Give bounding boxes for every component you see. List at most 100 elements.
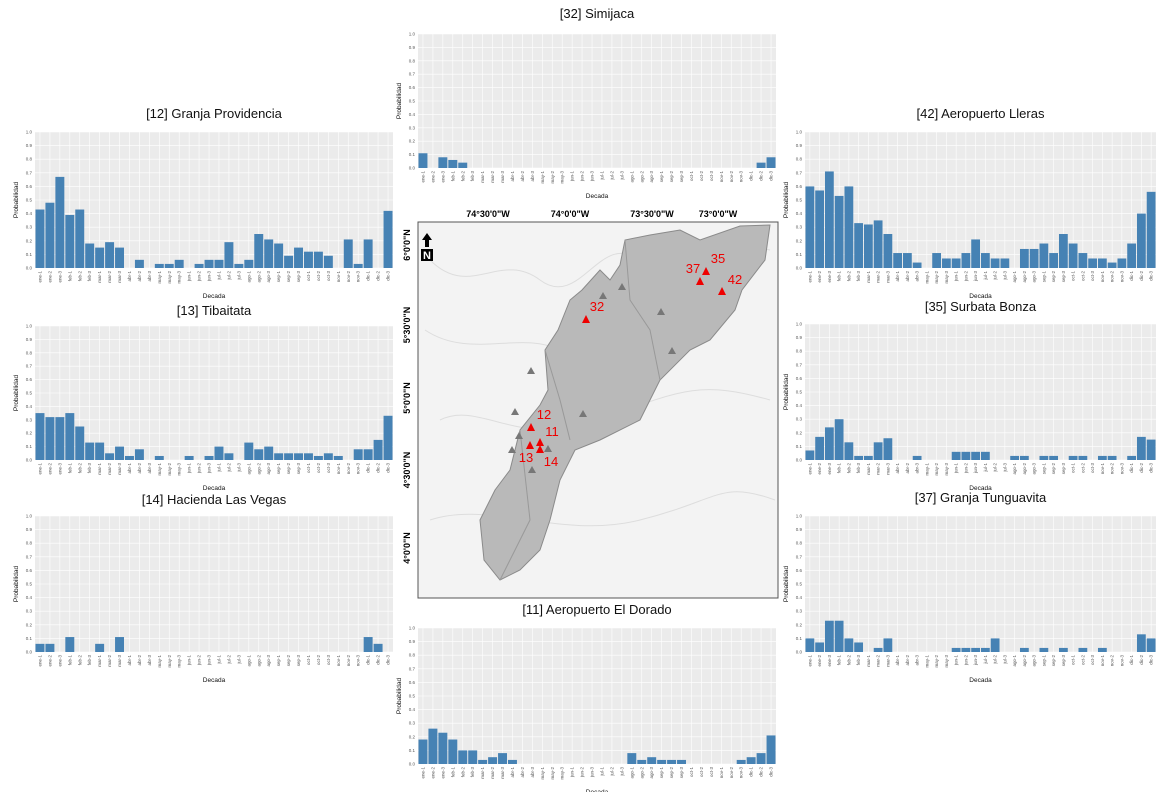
y-tick-label: 0.1 bbox=[796, 252, 803, 257]
y-tick-label: 0.3 bbox=[796, 609, 803, 614]
x-tick-label: sep-2 bbox=[1051, 271, 1056, 283]
y-tick-label: 0.8 bbox=[409, 58, 416, 63]
x-tick-label: ene-1 bbox=[420, 171, 425, 183]
x-tick-label: dic-3 bbox=[769, 171, 774, 181]
bar bbox=[105, 242, 114, 268]
y-tick-label: 0.7 bbox=[26, 170, 33, 175]
bar bbox=[1098, 258, 1107, 268]
y-tick-label: 0.3 bbox=[26, 609, 33, 614]
x-tick-label: jul-1 bbox=[983, 271, 988, 281]
bar bbox=[195, 264, 204, 268]
x-tick-label: jul-2 bbox=[993, 271, 998, 281]
x-tick-label: feb-2 bbox=[77, 655, 82, 666]
bar bbox=[991, 258, 1000, 268]
latitude-label: 5°0'0"N bbox=[402, 382, 412, 414]
bar bbox=[844, 638, 853, 652]
x-tick-label: mar-3 bbox=[500, 767, 505, 779]
bar bbox=[757, 163, 766, 168]
y-tick-label: 0.2 bbox=[796, 430, 803, 435]
x-tick-label: jun-1 bbox=[187, 463, 192, 475]
x-tick-label: jul-1 bbox=[983, 655, 988, 665]
y-tick-label: 0.4 bbox=[796, 211, 803, 216]
x-tick-label: abr-2 bbox=[137, 271, 142, 282]
bar bbox=[1069, 456, 1078, 460]
x-tick-label: dic-1 bbox=[1129, 463, 1134, 473]
y-axis-label: Probabilidad bbox=[783, 566, 790, 603]
bar bbox=[913, 456, 922, 460]
bar bbox=[135, 449, 144, 460]
x-axis-label: Decada bbox=[586, 193, 609, 200]
x-tick-label: jul-1 bbox=[599, 171, 604, 181]
bar bbox=[1049, 456, 1058, 460]
x-tick-label: mar-1 bbox=[866, 655, 871, 667]
x-tick-label: ene-3 bbox=[827, 655, 832, 667]
x-tick-label: ago-2 bbox=[639, 767, 644, 779]
bar bbox=[952, 648, 961, 652]
x-axis-label: Decada bbox=[203, 677, 226, 684]
bar-chart: [35] Surbata Bonza0.00.10.20.30.40.50.60… bbox=[783, 299, 1156, 492]
x-tick-label: sep-3 bbox=[296, 463, 301, 475]
x-tick-label: abr-2 bbox=[905, 463, 910, 474]
bar bbox=[1078, 456, 1087, 460]
y-tick-label: 0.0 bbox=[26, 458, 33, 463]
bar bbox=[952, 452, 961, 460]
x-tick-label: mar-2 bbox=[107, 271, 112, 283]
y-tick-label: 1.0 bbox=[26, 324, 33, 329]
x-tick-label: dic-3 bbox=[1149, 655, 1154, 665]
x-tick-label: jun-3 bbox=[207, 271, 212, 283]
x-tick-label: dic-2 bbox=[1139, 463, 1144, 473]
x-tick-label: oct-1 bbox=[306, 271, 311, 282]
bar bbox=[85, 244, 94, 268]
chart-title: [12] Granja Providencia bbox=[146, 106, 283, 121]
bar bbox=[508, 760, 517, 764]
x-tick-label: sep-3 bbox=[296, 271, 301, 283]
x-tick-label: sep-2 bbox=[1051, 655, 1056, 667]
bar bbox=[854, 642, 863, 652]
x-tick-label: ago-1 bbox=[246, 655, 251, 667]
x-tick-label: nov-3 bbox=[739, 171, 744, 183]
x-axis-label: Decada bbox=[969, 677, 992, 684]
x-tick-label: abr-2 bbox=[905, 655, 910, 666]
x-tick-label: dic-1 bbox=[366, 271, 371, 281]
y-tick-label: 1.0 bbox=[26, 514, 33, 519]
bar bbox=[155, 264, 164, 268]
x-tick-label: nov-3 bbox=[356, 271, 361, 283]
x-tick-label: abr-3 bbox=[147, 463, 152, 474]
x-tick-label: dic-3 bbox=[386, 655, 391, 665]
bar bbox=[835, 419, 844, 460]
bar bbox=[913, 263, 922, 268]
bar bbox=[384, 416, 393, 460]
bar bbox=[364, 239, 373, 268]
bar bbox=[334, 456, 343, 460]
y-tick-label: 0.4 bbox=[796, 403, 803, 408]
bar bbox=[448, 740, 457, 764]
x-tick-label: ago-2 bbox=[256, 463, 261, 475]
station-label: 32 bbox=[590, 299, 604, 314]
y-tick-label: 0.5 bbox=[796, 198, 803, 203]
bar bbox=[35, 644, 44, 652]
bar bbox=[95, 644, 104, 652]
x-tick-label: sep-1 bbox=[659, 171, 664, 183]
bar bbox=[805, 186, 814, 268]
station-label: 35 bbox=[711, 251, 725, 266]
x-tick-label: ago-2 bbox=[639, 171, 644, 183]
y-tick-label: 0.4 bbox=[26, 595, 33, 600]
x-tick-label: abr-3 bbox=[530, 767, 535, 778]
x-tick-label: nov-2 bbox=[729, 767, 734, 779]
x-tick-label: abr-3 bbox=[147, 655, 152, 666]
y-tick-label: 0.9 bbox=[409, 639, 416, 644]
bar-chart: [32] Simijaca0.00.10.20.30.40.50.60.70.8… bbox=[396, 6, 776, 200]
bar bbox=[1020, 648, 1029, 652]
bar bbox=[854, 223, 863, 268]
x-tick-label: jun-1 bbox=[187, 271, 192, 283]
x-tick-label: feb-1 bbox=[67, 655, 72, 666]
x-tick-label: ago-1 bbox=[246, 463, 251, 475]
x-tick-label: jun-2 bbox=[197, 463, 202, 475]
x-tick-label: may-3 bbox=[177, 271, 182, 284]
x-tick-label: may-1 bbox=[924, 655, 929, 668]
bar bbox=[1147, 638, 1156, 652]
x-tick-label: jun-2 bbox=[197, 271, 202, 283]
y-tick-label: 0.3 bbox=[26, 417, 33, 422]
bar bbox=[844, 442, 853, 460]
x-tick-label: ago-2 bbox=[1022, 655, 1027, 667]
